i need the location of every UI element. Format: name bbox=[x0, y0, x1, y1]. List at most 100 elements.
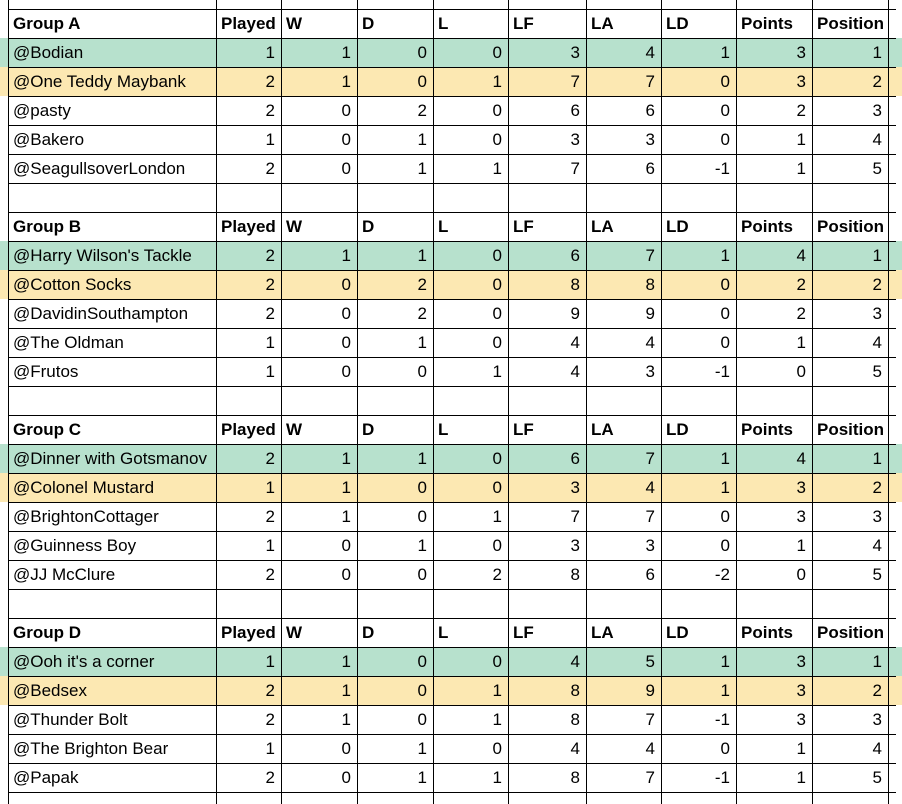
position-cell[interactable]: 3 bbox=[872, 101, 882, 120]
la-cell[interactable]: 8 bbox=[645, 275, 655, 294]
table-row[interactable]: @Papak 2 0 1 1 8 7 -1 1 5 bbox=[0, 763, 902, 792]
column-header-position[interactable]: Position bbox=[817, 217, 885, 236]
la-cell[interactable]: 6 bbox=[645, 159, 655, 178]
wins-cell[interactable]: 1 bbox=[341, 652, 351, 671]
table-row[interactable]: @JJ McClure 2 0 0 2 8 6 -2 0 5 bbox=[0, 560, 902, 589]
wins-cell[interactable]: 0 bbox=[341, 304, 351, 323]
column-header-wins[interactable]: W bbox=[286, 420, 303, 439]
lf-cell[interactable]: 9 bbox=[570, 304, 580, 323]
group-title[interactable]: Group D bbox=[13, 623, 81, 642]
draws-cell[interactable]: 1 bbox=[417, 449, 427, 468]
column-header-wins[interactable]: W bbox=[286, 623, 303, 642]
lf-cell[interactable]: 8 bbox=[570, 565, 580, 584]
la-cell[interactable]: 3 bbox=[645, 130, 655, 149]
position-cell[interactable]: 2 bbox=[872, 275, 882, 294]
column-header-lf[interactable]: LF bbox=[513, 420, 534, 439]
team-name-cell[interactable]: @BrightonCottager bbox=[13, 507, 159, 526]
lf-cell[interactable]: 4 bbox=[570, 333, 580, 352]
lf-cell[interactable]: 4 bbox=[570, 652, 580, 671]
draws-cell[interactable]: 0 bbox=[417, 478, 427, 497]
column-header-played[interactable]: Played bbox=[221, 420, 276, 439]
position-cell[interactable]: 5 bbox=[872, 159, 882, 178]
lf-cell[interactable]: 3 bbox=[570, 536, 580, 555]
wins-cell[interactable]: 0 bbox=[341, 565, 351, 584]
team-name-cell[interactable]: @One Teddy Maybank bbox=[13, 72, 186, 91]
losses-cell[interactable]: 1 bbox=[492, 159, 502, 178]
position-cell[interactable]: 3 bbox=[872, 507, 882, 526]
table-row[interactable]: @Thunder Bolt 2 1 0 1 8 7 -1 3 3 bbox=[0, 705, 902, 734]
losses-cell[interactable]: 1 bbox=[492, 72, 502, 91]
ld-cell[interactable]: 0 bbox=[720, 72, 730, 91]
column-header-points[interactable]: Points bbox=[741, 14, 793, 33]
column-header-la[interactable]: LA bbox=[591, 217, 614, 236]
draws-cell[interactable]: 0 bbox=[417, 507, 427, 526]
wins-cell[interactable]: 0 bbox=[341, 536, 351, 555]
la-cell[interactable]: 7 bbox=[645, 768, 655, 787]
column-header-losses[interactable]: L bbox=[438, 217, 449, 236]
wins-cell[interactable]: 1 bbox=[341, 449, 351, 468]
position-cell[interactable]: 5 bbox=[872, 768, 882, 787]
points-cell[interactable]: 2 bbox=[796, 304, 806, 323]
points-cell[interactable]: 1 bbox=[796, 768, 806, 787]
points-cell[interactable]: 3 bbox=[796, 652, 806, 671]
losses-cell[interactable]: 0 bbox=[492, 449, 502, 468]
ld-cell[interactable]: 0 bbox=[720, 507, 730, 526]
lf-cell[interactable]: 8 bbox=[570, 768, 580, 787]
lf-cell[interactable]: 6 bbox=[570, 101, 580, 120]
table-row[interactable]: @Bedsex 2 1 0 1 8 9 1 3 2 bbox=[0, 676, 902, 705]
la-cell[interactable]: 7 bbox=[645, 507, 655, 526]
la-cell[interactable]: 7 bbox=[645, 710, 655, 729]
played-cell[interactable]: 1 bbox=[265, 536, 275, 555]
la-cell[interactable]: 4 bbox=[645, 43, 655, 62]
points-cell[interactable]: 4 bbox=[796, 449, 806, 468]
played-cell[interactable]: 2 bbox=[265, 768, 275, 787]
draws-cell[interactable]: 1 bbox=[417, 246, 427, 265]
la-cell[interactable]: 6 bbox=[645, 101, 655, 120]
ld-cell[interactable]: 0 bbox=[720, 304, 730, 323]
wins-cell[interactable]: 0 bbox=[341, 739, 351, 758]
la-cell[interactable]: 9 bbox=[645, 681, 655, 700]
column-header-lf[interactable]: LF bbox=[513, 217, 534, 236]
draws-cell[interactable]: 0 bbox=[417, 710, 427, 729]
played-cell[interactable]: 2 bbox=[265, 246, 275, 265]
lf-cell[interactable]: 6 bbox=[570, 449, 580, 468]
column-header-la[interactable]: LA bbox=[591, 14, 614, 33]
losses-cell[interactable]: 1 bbox=[492, 768, 502, 787]
ld-cell[interactable]: 0 bbox=[720, 101, 730, 120]
table-row[interactable]: @DavidinSouthampton 2 0 2 0 9 9 0 2 3 bbox=[0, 299, 902, 328]
points-cell[interactable]: 0 bbox=[796, 362, 806, 381]
position-cell[interactable]: 4 bbox=[872, 333, 882, 352]
draws-cell[interactable]: 1 bbox=[417, 159, 427, 178]
ld-cell[interactable]: 0 bbox=[720, 739, 730, 758]
wins-cell[interactable]: 1 bbox=[341, 72, 351, 91]
column-header-points[interactable]: Points bbox=[741, 217, 793, 236]
wins-cell[interactable]: 0 bbox=[341, 768, 351, 787]
losses-cell[interactable]: 1 bbox=[492, 681, 502, 700]
draws-cell[interactable]: 0 bbox=[417, 43, 427, 62]
played-cell[interactable]: 1 bbox=[265, 739, 275, 758]
team-name-cell[interactable]: @Harry Wilson's Tackle bbox=[13, 246, 192, 265]
points-cell[interactable]: 4 bbox=[796, 246, 806, 265]
table-row[interactable]: @Dinner with Gotsmanov 2 1 1 0 6 7 1 4 1 bbox=[0, 444, 902, 473]
column-header-draws[interactable]: D bbox=[362, 420, 375, 439]
position-cell[interactable]: 5 bbox=[872, 362, 882, 381]
losses-cell[interactable]: 0 bbox=[492, 43, 502, 62]
table-row[interactable]: @BrightonCottager 2 1 0 1 7 7 0 3 3 bbox=[0, 502, 902, 531]
position-cell[interactable]: 1 bbox=[872, 246, 882, 265]
losses-cell[interactable]: 0 bbox=[492, 275, 502, 294]
points-cell[interactable]: 3 bbox=[796, 72, 806, 91]
table-row[interactable]: @Bakero 1 0 1 0 3 3 0 1 4 bbox=[0, 125, 902, 154]
played-cell[interactable]: 2 bbox=[265, 681, 275, 700]
draws-cell[interactable]: 0 bbox=[417, 362, 427, 381]
draws-cell[interactable]: 1 bbox=[417, 130, 427, 149]
team-name-cell[interactable]: @Frutos bbox=[13, 362, 79, 381]
ld-cell[interactable]: 1 bbox=[720, 652, 730, 671]
position-cell[interactable]: 3 bbox=[872, 304, 882, 323]
lf-cell[interactable]: 8 bbox=[570, 681, 580, 700]
played-cell[interactable]: 2 bbox=[265, 565, 275, 584]
team-name-cell[interactable]: @Bedsex bbox=[13, 681, 87, 700]
losses-cell[interactable]: 2 bbox=[492, 565, 502, 584]
column-header-played[interactable]: Played bbox=[221, 14, 276, 33]
ld-cell[interactable]: 1 bbox=[720, 449, 730, 468]
position-cell[interactable]: 4 bbox=[872, 536, 882, 555]
